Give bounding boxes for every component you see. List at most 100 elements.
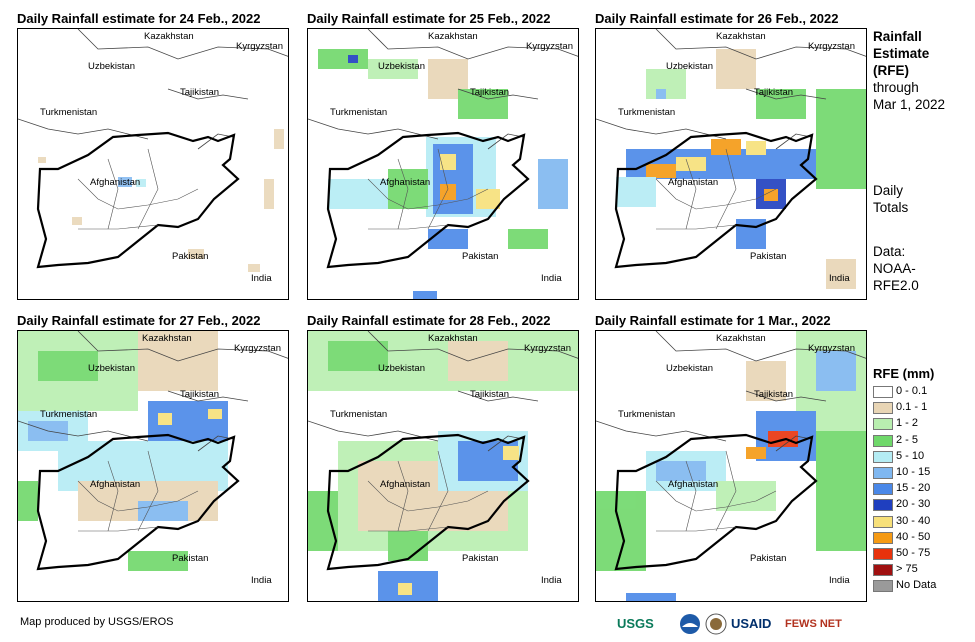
label-afghanistan: Afghanistan [668,177,719,188]
legend-swatch [873,564,893,577]
label-pakistan: Pakistan [750,251,787,262]
label-tajikistan: Tajikistan [754,87,794,98]
rainfall-map: Kazakhstan Kyrgyzstan Uzbekistan Tajikis… [17,28,289,300]
legend-swatch [873,531,893,544]
legend-label: 20 - 30 [896,498,931,511]
label-india: India [829,575,850,586]
map-canvas [308,29,578,299]
legend-swatch [873,418,893,431]
legend-swatch [873,515,893,528]
label-pakistan: Pakistan [750,553,787,564]
legend-label: 30 - 40 [896,514,931,527]
legend-item: 2 - 5 [873,433,973,449]
seal-icon [705,613,727,635]
legend-label: 5 - 10 [896,449,925,462]
legend-swatch [873,386,893,398]
legend-swatch [873,467,893,479]
noaa-icon [680,614,700,634]
sidebar-daily-line2: Totals [873,200,909,215]
label-turkmenistan: Turkmenistan [330,107,388,118]
label-tajikistan: Tajikistan [180,87,220,98]
legend-item: 40 - 50 [873,530,973,546]
rainfall-map: Kazakhstan Kyrgyzstan Uzbekistan Tajikis… [595,28,867,300]
legend-label: 15 - 20 [896,482,931,495]
label-turkmenistan: Turkmenistan [40,409,98,420]
label-kyrgyzstan: Kyrgyzstan [808,343,855,354]
panel-title: Daily Rainfall estimate for 1 Mar., 2022 [595,313,831,328]
panel-title: Daily Rainfall estimate for 27 Feb., 202… [17,313,261,328]
label-afghanistan: Afghanistan [380,177,431,188]
legend-label: > 75 [896,563,918,576]
legend-item: 10 - 15 [873,465,973,481]
legend-item: 15 - 20 [873,481,973,497]
map-canvas [18,331,288,571]
noaa-logo [679,610,703,638]
legend-label: 10 - 15 [896,466,931,478]
label-pakistan: Pakistan [462,553,499,564]
map-panel-27feb: Daily Rainfall estimate for 27 Feb., 202… [17,312,289,602]
label-kazakhstan: Kazakhstan [144,31,194,42]
sidebar-data-line2: NOAA- [873,261,916,276]
legend-item: > 75 [873,562,973,578]
legend-swatch [873,434,893,447]
label-uzbekistan: Uzbekistan [88,61,135,72]
doi-seal-logo [705,610,729,638]
label-india: India [829,273,850,284]
legend-label: 0.1 - 1 [896,401,928,414]
legend-swatch [873,499,893,512]
rainfall-map: Kazakhstan Kyrgyzstan Uzbekistan Tajikis… [595,330,867,602]
label-turkmenistan: Turkmenistan [618,409,676,420]
label-tajikistan: Tajikistan [754,389,794,400]
label-afghanistan: Afghanistan [380,479,431,490]
legend-item: 0.1 - 1 [873,400,973,416]
map-canvas [596,331,866,601]
map-panel-25feb: Daily Rainfall estimate for 25 Feb., 202… [307,10,579,300]
legend-item: 50 - 75 [873,546,973,562]
legend-swatch [873,402,893,415]
legend-swatch [873,450,893,463]
panel-title: Daily Rainfall estimate for 24 Feb., 202… [17,11,261,26]
usaid-logo-text: USAID [731,616,772,631]
label-turkmenistan: Turkmenistan [618,107,676,118]
label-kazakhstan: Kazakhstan [716,31,766,42]
legend-item: 30 - 40 [873,514,973,530]
sidebar-daily: Daily Totals [873,182,908,216]
label-pakistan: Pakistan [172,251,209,262]
sidebar-data-source: Data: NOAA- RFE2.0 [873,243,919,294]
map-canvas [18,29,288,272]
panel-title: Daily Rainfall estimate for 25 Feb., 202… [307,11,551,26]
label-kyrgyzstan: Kyrgyzstan [234,343,281,354]
label-tajikistan: Tajikistan [470,389,510,400]
label-pakistan: Pakistan [462,251,499,262]
label-tajikistan: Tajikistan [180,389,220,400]
label-kazakhstan: Kazakhstan [428,31,478,42]
usgs-logo-text: USGS [617,616,654,631]
label-india: India [541,575,562,586]
label-afghanistan: Afghanistan [668,479,719,490]
label-kazakhstan: Kazakhstan [142,333,192,344]
label-tajikistan: Tajikistan [470,87,510,98]
label-kyrgyzstan: Kyrgyzstan [808,41,855,52]
fewsnet-logo: FEWS NET [785,610,861,638]
label-kyrgyzstan: Kyrgyzstan [526,41,573,52]
label-afghanistan: Afghanistan [90,177,141,188]
label-india: India [251,575,272,586]
label-india: India [541,273,562,284]
legend-item: 5 - 10 [873,449,973,465]
sidebar-title-line3: (RFE) [873,63,909,78]
label-uzbekistan: Uzbekistan [378,363,425,374]
legend-title: RFE (mm) [873,366,935,381]
credit-text: Map produced by USGS/EROS [20,616,174,628]
sidebar-title: Rainfall Estimate (RFE) through Mar 1, 2… [873,28,945,113]
legend-item: 0 - 0.1 [873,384,973,400]
label-kyrgyzstan: Kyrgyzstan [236,41,283,52]
legend-label: 50 - 75 [896,547,931,559]
legend-item: 1 - 2 [873,416,973,432]
legend-swatch [873,548,893,560]
label-kazakhstan: Kazakhstan [716,333,766,344]
fewsnet-logo-text: FEWS NET [785,618,842,630]
legend-item: No Data [873,578,973,594]
legend-swatch [873,580,893,593]
legend-item: 20 - 30 [873,497,973,513]
legend-label: 2 - 5 [896,433,919,446]
